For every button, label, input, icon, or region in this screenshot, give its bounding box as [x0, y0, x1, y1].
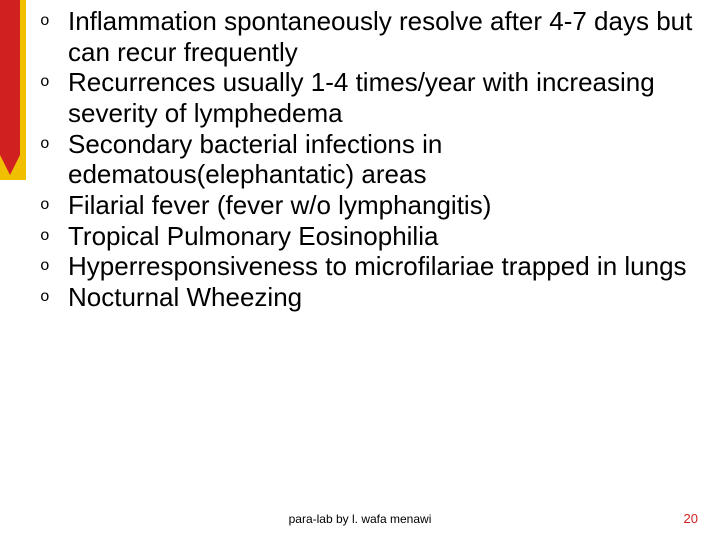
corner-decoration: [0, 0, 26, 230]
list-item: Secondary bacterial infections in edemat…: [40, 129, 700, 190]
list-item: Tropical Pulmonary Eosinophilia: [40, 221, 700, 252]
page-number: 20: [684, 511, 698, 526]
list-item: Recurrences usually 1-4 times/year with …: [40, 67, 700, 128]
footer-text: para-lab by l. wafa menawi: [0, 512, 720, 526]
slide-content: Inflammation spontaneously resolve after…: [40, 6, 700, 313]
list-item: Inflammation spontaneously resolve after…: [40, 6, 700, 67]
list-item: Nocturnal Wheezing: [40, 282, 700, 313]
corner-red-stripe: [0, 0, 20, 155]
list-item: Filarial fever (fever w/o lymphangitis): [40, 190, 700, 221]
bullet-list: Inflammation spontaneously resolve after…: [40, 6, 700, 313]
list-item: Hyperresponsiveness to microfilariae tra…: [40, 251, 700, 282]
